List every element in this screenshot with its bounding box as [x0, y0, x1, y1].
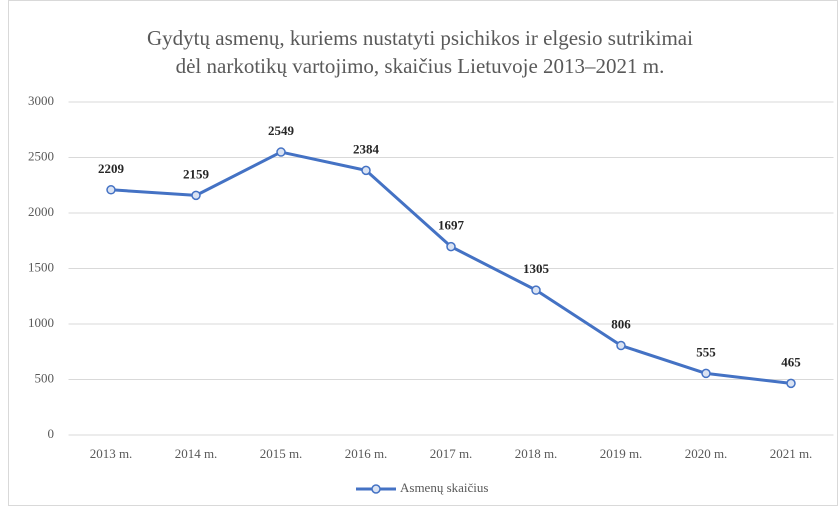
- y-tick-label: 1500: [28, 259, 54, 274]
- chart-title: Gydytų asmenų, kuriems nustatyti psichik…: [147, 26, 693, 50]
- data-point: [786, 378, 796, 389]
- data-point: [361, 165, 371, 176]
- legend-label: Asmenų skaičius: [400, 480, 488, 495]
- data-point: [701, 368, 711, 379]
- data-label: 1305: [523, 261, 550, 276]
- data-label: 555: [696, 344, 716, 359]
- data-point: [191, 190, 201, 201]
- y-tick-label: 0: [48, 426, 55, 441]
- x-tick-label: 2016 m.: [345, 446, 388, 461]
- data-label: 2159: [183, 166, 210, 181]
- data-label: 2549: [268, 123, 295, 138]
- y-tick-label: 2500: [28, 148, 54, 163]
- data-label: 1697: [438, 218, 465, 233]
- chart-title: dėl narkotikų vartojimo, skaičius Lietuv…: [176, 54, 665, 78]
- data-point: [446, 241, 456, 252]
- data-point: [276, 147, 286, 157]
- y-tick-label: 500: [35, 370, 55, 385]
- data-point: [531, 285, 541, 295]
- x-tick-label: 2021 m.: [770, 446, 813, 461]
- chart-frame: [8, 0, 838, 506]
- x-tick-label: 2017 m.: [430, 446, 473, 461]
- data-label: 806: [611, 317, 631, 332]
- y-tick-label: 2000: [28, 204, 54, 219]
- data-label: 2384: [353, 141, 380, 156]
- x-tick-label: 2020 m.: [685, 446, 728, 461]
- data-point: [106, 185, 116, 195]
- y-tick-label: 1000: [28, 315, 54, 330]
- data-label: 2209: [98, 161, 125, 176]
- x-tick-label: 2015 m.: [260, 446, 303, 461]
- data-point: [616, 340, 626, 351]
- x-tick-label: 2013 m.: [90, 446, 133, 461]
- data-label: 465: [781, 354, 801, 369]
- y-tick-label: 3000: [28, 93, 54, 108]
- x-tick-label: 2019 m.: [600, 446, 643, 461]
- x-tick-label: 2014 m.: [175, 446, 218, 461]
- legend-marker: [371, 484, 381, 494]
- x-tick-label: 2018 m.: [515, 446, 558, 461]
